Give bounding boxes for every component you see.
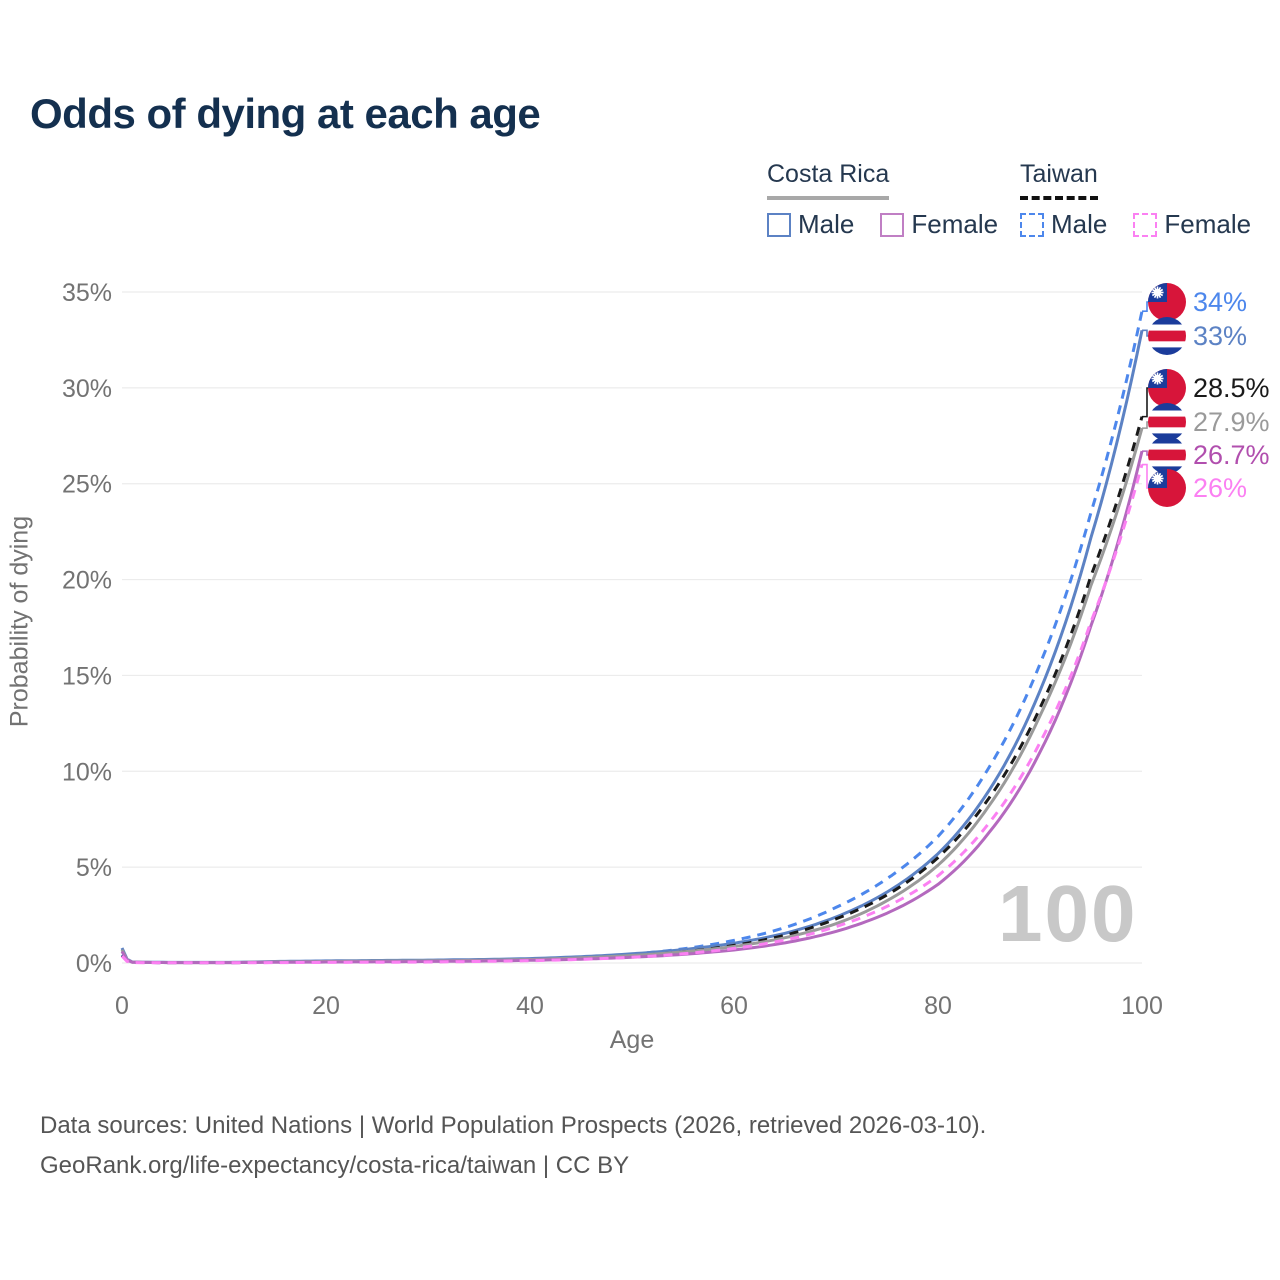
legend-item-label: Female: [1164, 209, 1252, 239]
taiwan-flag-icon: [1148, 283, 1186, 321]
end-label-taiwan-both: 28.5%: [1148, 369, 1270, 407]
end-label-value: 26%: [1193, 472, 1248, 503]
y-tick-label: 15%: [62, 662, 112, 690]
legend-country-costa-rica: Costa Rica: [767, 160, 890, 200]
x-tick-label: 100: [1121, 992, 1163, 1020]
costa-rica-flag-icon: [1148, 317, 1186, 355]
y-axis-title: Probability of dying: [5, 515, 34, 728]
x-axis-title: Age: [609, 1026, 655, 1054]
x-tick-label: 80: [924, 992, 952, 1020]
y-tick-label: 5%: [76, 854, 112, 882]
legend-item-label: Male: [798, 209, 855, 239]
end-label-taiwan-male: 34%: [1148, 283, 1247, 321]
y-tick-label: 10%: [62, 758, 112, 786]
end-label-value: 34%: [1193, 286, 1248, 317]
series-line-taiwan-female: [120, 464, 1144, 965]
end-label-value: 28.5%: [1193, 372, 1270, 403]
x-tick-label: 60: [720, 992, 748, 1020]
end-label-taiwan-female: 26%: [1148, 469, 1247, 507]
dashed-line-swatch-icon: [1020, 212, 1044, 237]
legend-item-costa-rica-female[interactable]: Female: [880, 209, 998, 240]
legend-item-label: Male: [1051, 209, 1108, 239]
legend-group-costa-rica: Costa Rica Male Female: [767, 160, 998, 240]
y-tick-label: 0%: [76, 950, 112, 978]
age-watermark: 100: [998, 869, 1138, 958]
series-line-taiwan-both-sexes: [120, 416, 1144, 965]
end-label-value: 27.9%: [1193, 406, 1270, 437]
legend-item-label: Female: [911, 209, 999, 239]
solid-line-swatch-icon: [767, 212, 791, 237]
legend-item-taiwan-male[interactable]: Male: [1020, 209, 1107, 240]
dashed-line-swatch-icon: [1133, 212, 1158, 237]
end-label-value: 33%: [1193, 320, 1248, 351]
legend-item-taiwan-female[interactable]: Female: [1133, 209, 1251, 240]
data-source-line1: Data sources: United Nations | World Pop…: [40, 1112, 987, 1139]
data-source-note: Data sources: United Nations | World Pop…: [40, 1106, 986, 1186]
y-tick-label: 25%: [62, 471, 112, 499]
series-line-taiwan-male: [120, 310, 1144, 965]
taiwan-flag-icon: [1148, 469, 1186, 507]
y-tick-label: 30%: [62, 375, 112, 403]
legend-country-taiwan: Taiwan: [1020, 160, 1098, 200]
series-line-costa-rica-both-sexes: [120, 427, 1144, 965]
y-tick-label: 35%: [62, 279, 112, 307]
legend-items-taiwan: Male Female: [1020, 209, 1251, 240]
y-tick-label: 20%: [62, 567, 112, 595]
taiwan-flag-icon: [1148, 369, 1186, 407]
legend-item-costa-rica-male[interactable]: Male: [767, 209, 854, 240]
end-label-costa-rica-female: 26.7%: [1148, 436, 1270, 474]
x-tick-label: 40: [516, 992, 544, 1020]
end-label-value: 26.7%: [1193, 439, 1270, 470]
legend-items-costa-rica: Male Female: [767, 209, 998, 240]
series-line-costa-rica-female: [120, 450, 1144, 965]
legend-group-taiwan: Taiwan Male Female: [1020, 160, 1251, 240]
solid-line-swatch-icon: [880, 212, 905, 237]
x-tick-label: 0: [115, 992, 129, 1020]
x-tick-label: 20: [312, 992, 340, 1020]
page-title: Odds of dying at each age: [30, 90, 541, 137]
legend: Costa Rica Male Female Taiwan Male: [0, 160, 1280, 250]
end-label-costa-rica-male: 33%: [1148, 317, 1247, 355]
data-source-line2: GeoRank.org/life-expectancy/costa-rica/t…: [40, 1152, 630, 1179]
